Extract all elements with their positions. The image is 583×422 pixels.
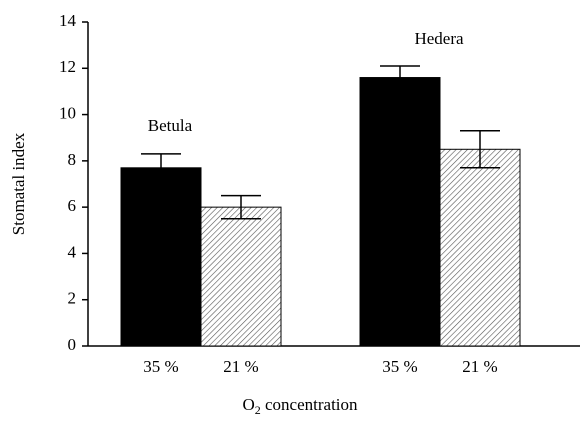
x-tick-label: 35 % — [382, 357, 417, 376]
y-tick-label: 0 — [68, 335, 77, 354]
y-tick-label: 8 — [68, 150, 77, 169]
bar — [200, 206, 282, 347]
y-tick-label: 14 — [59, 11, 77, 30]
x-axis-label: O2 concentration — [242, 395, 358, 417]
y-axis-label: Stomatal index — [9, 132, 28, 235]
y-tick-label: 4 — [68, 242, 77, 261]
bar — [439, 148, 521, 347]
x-label-rest: concentration — [261, 395, 358, 414]
error-bar — [221, 194, 261, 220]
x-tick-label: 21 % — [462, 357, 497, 376]
group-label: Betula — [148, 116, 193, 135]
x-tick-label: 21 % — [223, 357, 258, 376]
y-tick-label: 6 — [68, 196, 77, 215]
y-tick-label: 12 — [59, 57, 76, 76]
group-label: Hedera — [414, 29, 464, 48]
bar — [120, 167, 202, 347]
bar — [359, 77, 441, 347]
y-tick-label: 10 — [59, 103, 76, 122]
error-bar — [380, 65, 420, 90]
error-bar — [141, 153, 181, 183]
x-label-sub: 2 — [255, 403, 261, 417]
error-bar — [460, 130, 500, 169]
x-tick-label: 35 % — [143, 357, 178, 376]
x-label-main: O — [242, 395, 254, 414]
y-tick-label: 2 — [68, 289, 77, 308]
